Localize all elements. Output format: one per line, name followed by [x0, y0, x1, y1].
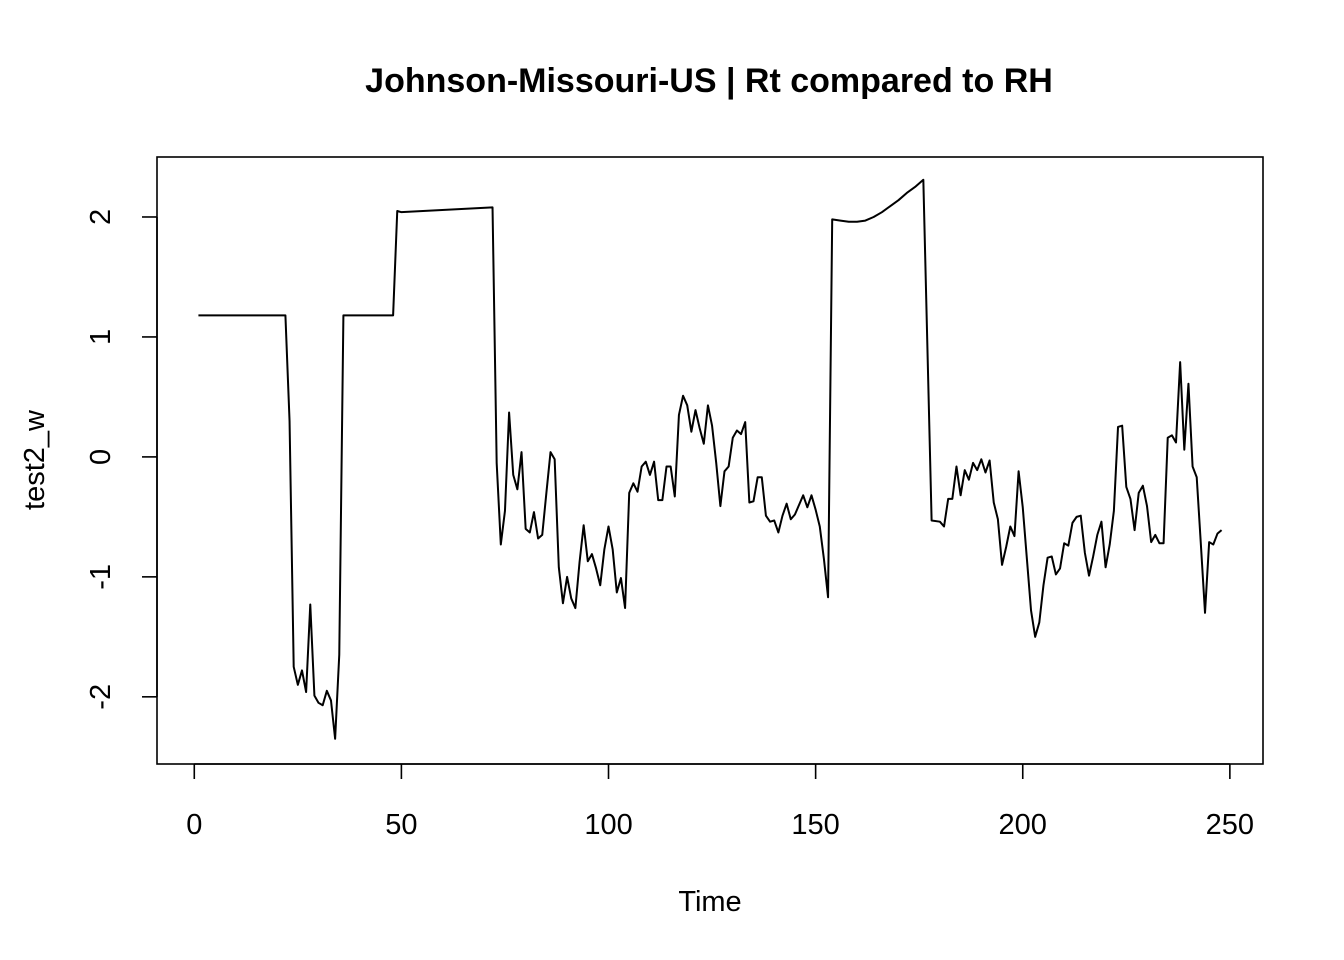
y-tick-label: 1	[85, 329, 117, 345]
x-axis: 0 50 100 150 200 250	[186, 763, 1254, 841]
x-tick-label: 50	[385, 809, 417, 841]
x-tick-label: 250	[1206, 809, 1254, 841]
x-tick-label: 150	[791, 809, 839, 841]
y-axis: -2 -1 0 1 2	[85, 209, 158, 710]
chart-title: Johnson-Missouri-US | Rt compared to RH	[365, 62, 1053, 100]
y-tick-label: 0	[85, 449, 117, 465]
plot-area	[198, 178, 1223, 740]
plot-frame	[156, 156, 1264, 765]
series-line	[198, 178, 1223, 740]
y-tick-label: 2	[85, 209, 117, 225]
x-tick-label: 100	[584, 809, 632, 841]
y-tick-label: -2	[85, 684, 117, 710]
x-tick-label: 0	[186, 809, 202, 841]
y-tick-label: -1	[85, 564, 117, 590]
x-axis-label: Time	[678, 886, 741, 918]
x-tick-label: 200	[999, 809, 1047, 841]
y-axis-label: test2_w	[19, 409, 51, 510]
